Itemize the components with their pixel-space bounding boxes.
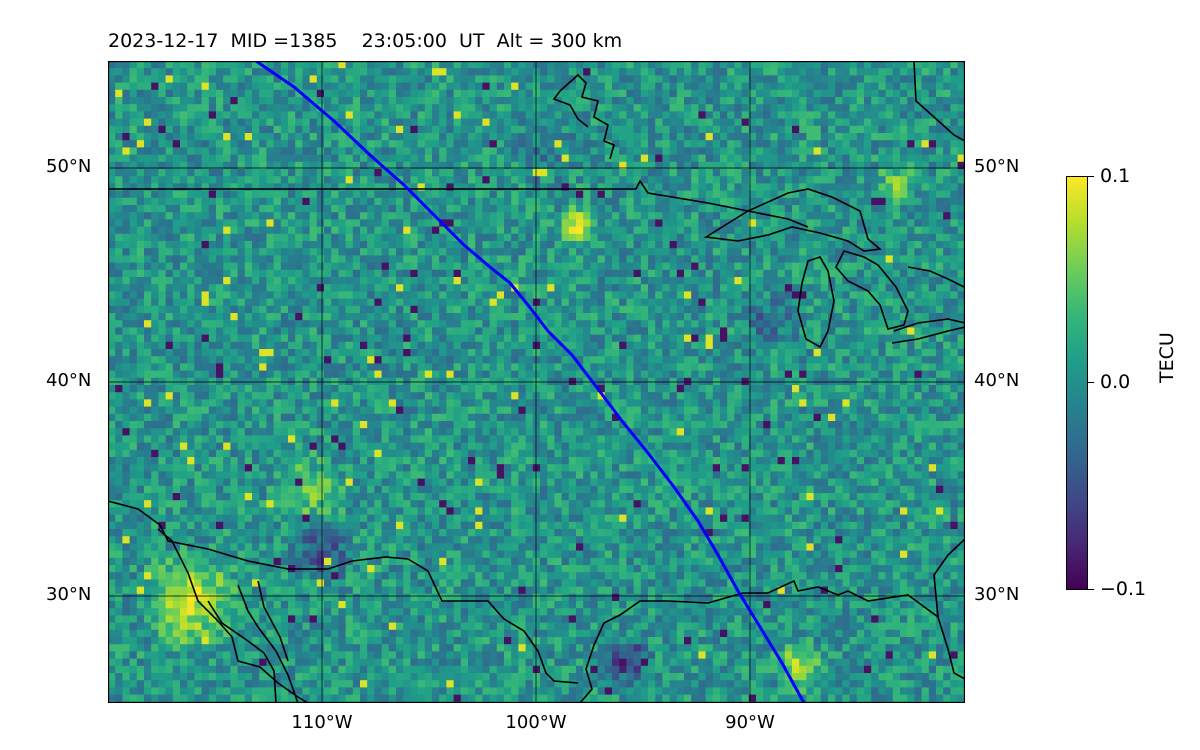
colorbar-gradient — [1066, 176, 1088, 590]
lon-label-90w: 90°W — [725, 712, 775, 733]
satellite-track — [255, 61, 806, 703]
lat-label-30-right: 30°N — [974, 584, 1020, 605]
coastlines — [108, 61, 965, 703]
lat-label-50-left: 50°N — [46, 156, 92, 177]
colorbar — [1066, 176, 1088, 590]
map-frame — [108, 61, 965, 703]
tec-map — [108, 61, 965, 703]
map-title: 2023-12-17 MID =1385 23:05:00 UT Alt = 3… — [108, 30, 623, 52]
colorbar-label-min: −0.1 — [1100, 578, 1147, 600]
graticule — [108, 61, 965, 703]
colorbar-tick-mid — [1088, 382, 1094, 383]
tec-map-canvas — [108, 61, 965, 703]
lon-label-110w: 110°W — [291, 712, 353, 733]
colorbar-label-max: 0.1 — [1100, 165, 1131, 187]
lat-label-50-right: 50°N — [974, 156, 1020, 177]
lat-label-40-right: 40°N — [974, 370, 1020, 391]
lat-label-30-left: 30°N — [46, 584, 92, 605]
colorbar-label-zero: 0.0 — [1100, 371, 1131, 393]
lon-label-100w: 100°W — [505, 712, 567, 733]
lat-label-40-left: 40°N — [46, 370, 92, 391]
colorbar-tick-top — [1088, 176, 1094, 177]
colorbar-tick-bottom — [1088, 589, 1094, 590]
colorbar-title: TECU — [1156, 332, 1178, 383]
